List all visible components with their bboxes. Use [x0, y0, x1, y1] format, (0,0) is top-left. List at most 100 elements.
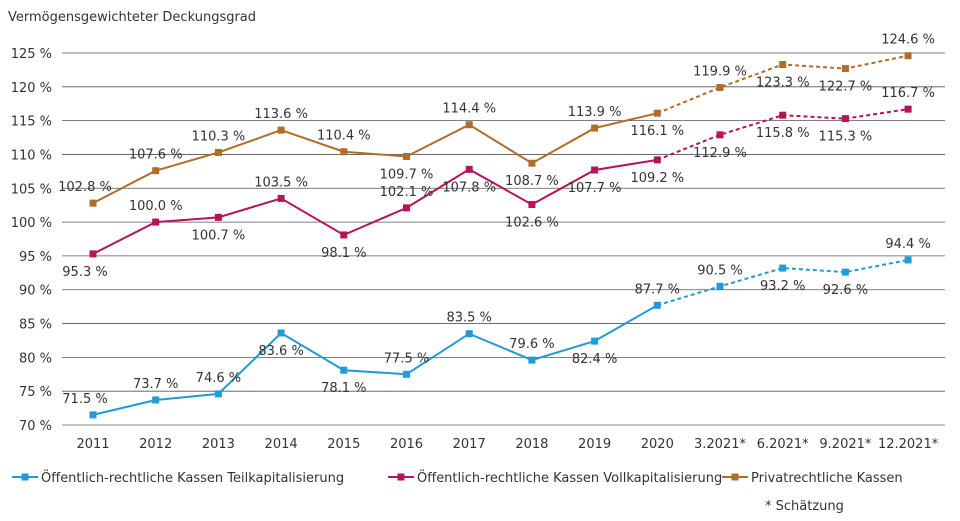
data-point: [340, 231, 348, 239]
data-point: [591, 337, 599, 345]
data-point: [653, 156, 661, 164]
data-point: [152, 167, 160, 175]
y-tick-label: 110 %: [11, 148, 52, 163]
data-label: 107.7 %: [568, 181, 622, 196]
data-label: 92.6 %: [823, 283, 868, 298]
x-tick-label: 12.2021*: [878, 437, 939, 452]
x-tick-label: 2015: [327, 437, 360, 452]
data-point: [465, 121, 473, 129]
data-point: [403, 204, 410, 212]
data-label: 77.5 %: [384, 351, 429, 366]
data-point: [152, 218, 160, 226]
y-tick-label: 120 %: [11, 81, 52, 96]
data-point: [591, 124, 599, 132]
x-tick-label: 2014: [265, 437, 298, 452]
legend-marker: [731, 473, 739, 481]
legend-label: Privatrechtliche Kassen: [751, 471, 903, 486]
data-label: 100.7 %: [192, 228, 246, 243]
x-tick-label: 2012: [139, 437, 172, 452]
data-point: [653, 109, 661, 117]
data-label: 107.6 %: [129, 148, 183, 163]
data-label: 83.6 %: [258, 344, 303, 359]
data-point: [277, 126, 285, 134]
data-label: 90.5 %: [697, 263, 742, 278]
data-label: 102.1 %: [380, 185, 434, 200]
data-label: 108.7 %: [505, 174, 559, 189]
data-point: [904, 256, 912, 264]
y-tick-label: 115 %: [11, 115, 52, 130]
x-tick-label: 9.2021*: [819, 437, 871, 452]
data-label: 119.9 %: [693, 64, 747, 79]
data-label: 110.3 %: [192, 129, 246, 144]
legend-marker: [21, 473, 29, 481]
data-label: 109.2 %: [630, 171, 684, 186]
x-tick-label: 2019: [578, 437, 611, 452]
data-point: [340, 366, 348, 374]
legend-label: Öffentlich-rechtliche Kassen Teilkapital…: [41, 469, 344, 486]
y-tick-label: 70 %: [19, 419, 52, 434]
x-tick-label: 2011: [76, 437, 109, 452]
x-tick-label: 2020: [641, 437, 674, 452]
data-label: 103.5 %: [254, 175, 308, 190]
footnote: * Schätzung: [765, 499, 844, 514]
data-label: 107.8 %: [442, 180, 496, 195]
legend-label: Öffentlich-rechtliche Kassen Vollkapital…: [417, 469, 722, 486]
data-point: [528, 356, 536, 364]
y-tick-label: 75 %: [19, 385, 52, 400]
data-point: [841, 65, 849, 73]
data-label: 116.1 %: [630, 124, 684, 139]
data-point: [716, 282, 724, 290]
data-point: [89, 250, 97, 258]
data-point: [528, 201, 536, 209]
data-point: [904, 105, 912, 113]
data-point: [841, 268, 849, 276]
x-tick-label: 2016: [390, 437, 423, 452]
series-line: [92, 112, 658, 205]
data-label: 94.4 %: [885, 237, 930, 252]
data-label: 122.7 %: [819, 80, 873, 95]
x-tick-label: 2017: [453, 437, 486, 452]
y-tick-label: 105 %: [11, 182, 52, 197]
x-tick-label: 6.2021*: [757, 437, 809, 452]
series-line: [92, 304, 658, 416]
data-point: [653, 301, 661, 309]
legend-marker: [397, 473, 405, 481]
data-label: 116.7 %: [881, 86, 935, 101]
data-point: [214, 390, 222, 398]
data-point: [340, 148, 348, 156]
data-point: [465, 330, 473, 338]
data-point: [152, 396, 160, 404]
data-label: 83.5 %: [446, 311, 491, 326]
data-label: 73.7 %: [133, 377, 178, 392]
data-point: [841, 115, 849, 123]
data-label: 98.1 %: [321, 246, 366, 261]
data-label: 112.9 %: [693, 146, 747, 161]
data-point: [716, 131, 724, 139]
data-label: 78.1 %: [321, 381, 366, 396]
data-point: [214, 213, 222, 221]
data-label: 95.3 %: [62, 265, 107, 280]
data-point: [89, 411, 97, 419]
data-label: 102.8 %: [58, 180, 112, 195]
data-point: [779, 264, 787, 272]
data-label: 114.4 %: [442, 102, 496, 117]
x-tick-label: 2018: [515, 437, 548, 452]
data-label: 74.6 %: [196, 371, 241, 386]
data-point: [89, 199, 97, 207]
data-label: 93.2 %: [760, 279, 805, 294]
y-tick-label: 125 %: [11, 47, 52, 62]
data-point: [716, 83, 724, 91]
data-point: [277, 194, 285, 202]
y-tick-label: 85 %: [19, 318, 52, 333]
x-tick-label: 3.2021*: [694, 437, 746, 452]
data-point: [591, 166, 599, 174]
data-point: [214, 148, 222, 156]
data-label: 113.6 %: [254, 107, 308, 122]
series-line-estimate: [657, 258, 909, 307]
data-label: 109.7 %: [380, 167, 434, 182]
data-point: [779, 60, 787, 68]
data-label: 115.3 %: [819, 130, 873, 145]
data-point: [528, 159, 536, 167]
data-point: [277, 329, 285, 337]
